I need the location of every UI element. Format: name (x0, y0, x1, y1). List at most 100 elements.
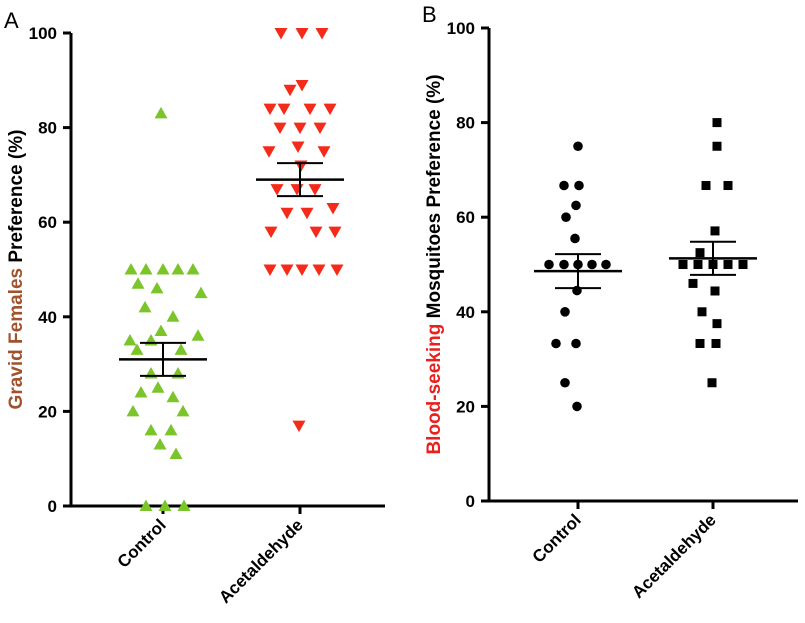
y-tick-label: 20 (38, 402, 57, 421)
data-point (166, 390, 180, 403)
data-point (130, 343, 144, 355)
data-point (697, 307, 707, 317)
data-point (156, 263, 170, 275)
y-axis-label-part: Gravid Females (6, 268, 27, 410)
data-point (317, 146, 331, 158)
data-point (164, 423, 178, 436)
x-category-label: Acetaldehyde (628, 510, 720, 602)
data-point (560, 307, 570, 317)
data-point (330, 264, 344, 276)
data-point (154, 106, 168, 119)
data-point (587, 259, 597, 270)
data-point (262, 146, 276, 158)
data-point (707, 378, 717, 388)
y-tick-label: 40 (456, 303, 475, 322)
data-point (678, 260, 688, 269)
data-point (571, 338, 581, 349)
data-point (124, 263, 138, 275)
y-axis-label-part: Mosquitoes Preference (%) (424, 74, 445, 323)
panel-letter: A (4, 8, 19, 33)
panel-letter: B (422, 2, 437, 27)
data-point (573, 141, 583, 152)
data-point (570, 233, 580, 244)
x-category-label: Control (529, 510, 585, 566)
y-tick-label: 20 (456, 397, 475, 416)
data-point (291, 141, 305, 154)
series-control (534, 141, 622, 412)
data-point (186, 263, 200, 275)
data-point (295, 28, 309, 40)
data-point (308, 184, 322, 196)
data-point (559, 180, 569, 191)
data-point (126, 404, 140, 417)
data-point (723, 260, 733, 269)
data-point (158, 499, 172, 511)
data-point (174, 343, 188, 355)
data-point (571, 200, 581, 211)
panel-a: A 0 20 40 60 80 100 Control Acetaldehyde Gravid F… (4, 8, 385, 607)
data-point (263, 264, 277, 276)
y-tick-label: 80 (456, 114, 475, 133)
data-point (701, 181, 711, 191)
data-point (574, 180, 584, 191)
data-point (292, 420, 306, 433)
data-point (601, 259, 611, 270)
data-point (738, 260, 748, 269)
y-axis-label: Gravid Females Preference (%) (6, 130, 27, 410)
data-point (711, 338, 721, 348)
data-point (544, 259, 554, 270)
data-point (139, 263, 153, 275)
series-acetaldehyde (256, 28, 344, 433)
data-point (151, 381, 165, 393)
data-point (293, 122, 307, 135)
data-point (191, 329, 205, 341)
data-point (139, 499, 153, 511)
data-point (153, 438, 167, 450)
y-axis-label: Blood-seeking Mosquitoes Preference (%) (424, 74, 445, 454)
data-point (303, 103, 317, 116)
data-point (688, 278, 698, 288)
y-tick-label: 80 (38, 119, 57, 138)
data-point (313, 122, 327, 135)
data-point (326, 203, 340, 215)
data-point (695, 338, 705, 348)
data-point (166, 310, 180, 322)
data-point (712, 319, 722, 329)
data-point (723, 181, 733, 191)
data-point (270, 184, 284, 196)
data-point (559, 259, 569, 270)
x-category-label: Control (114, 515, 170, 571)
y-tick-label: 40 (38, 308, 57, 327)
y-tick-label: 100 (29, 24, 57, 43)
y-tick-label: 0 (48, 497, 57, 516)
data-point (323, 103, 337, 116)
data-point (551, 338, 561, 349)
data-point (695, 248, 705, 258)
data-point (194, 286, 208, 299)
data-point (560, 377, 570, 388)
y-tick-label: 100 (447, 19, 475, 38)
data-point (154, 324, 168, 336)
series-control (119, 106, 208, 511)
data-point (300, 207, 314, 220)
data-point (277, 103, 291, 116)
y-axis-label-part: Preference (%) (6, 130, 27, 268)
data-point (312, 264, 326, 276)
data-point (134, 385, 148, 398)
data-point (280, 264, 294, 276)
data-point (123, 333, 137, 346)
data-point (328, 226, 342, 239)
panel-b: B 0 20 40 60 80 100 Control Acetaldehyde Blood-se… (422, 2, 798, 602)
data-point (295, 264, 309, 276)
series-acetaldehyde (669, 118, 757, 388)
data-point (273, 122, 287, 135)
data-point (176, 404, 190, 417)
data-point (710, 226, 720, 236)
data-point (280, 207, 294, 220)
data-point (309, 226, 323, 239)
data-point (274, 28, 288, 40)
data-point (710, 286, 720, 296)
y-axis-label-part: Blood-seeking (424, 324, 445, 455)
data-point (712, 118, 722, 128)
